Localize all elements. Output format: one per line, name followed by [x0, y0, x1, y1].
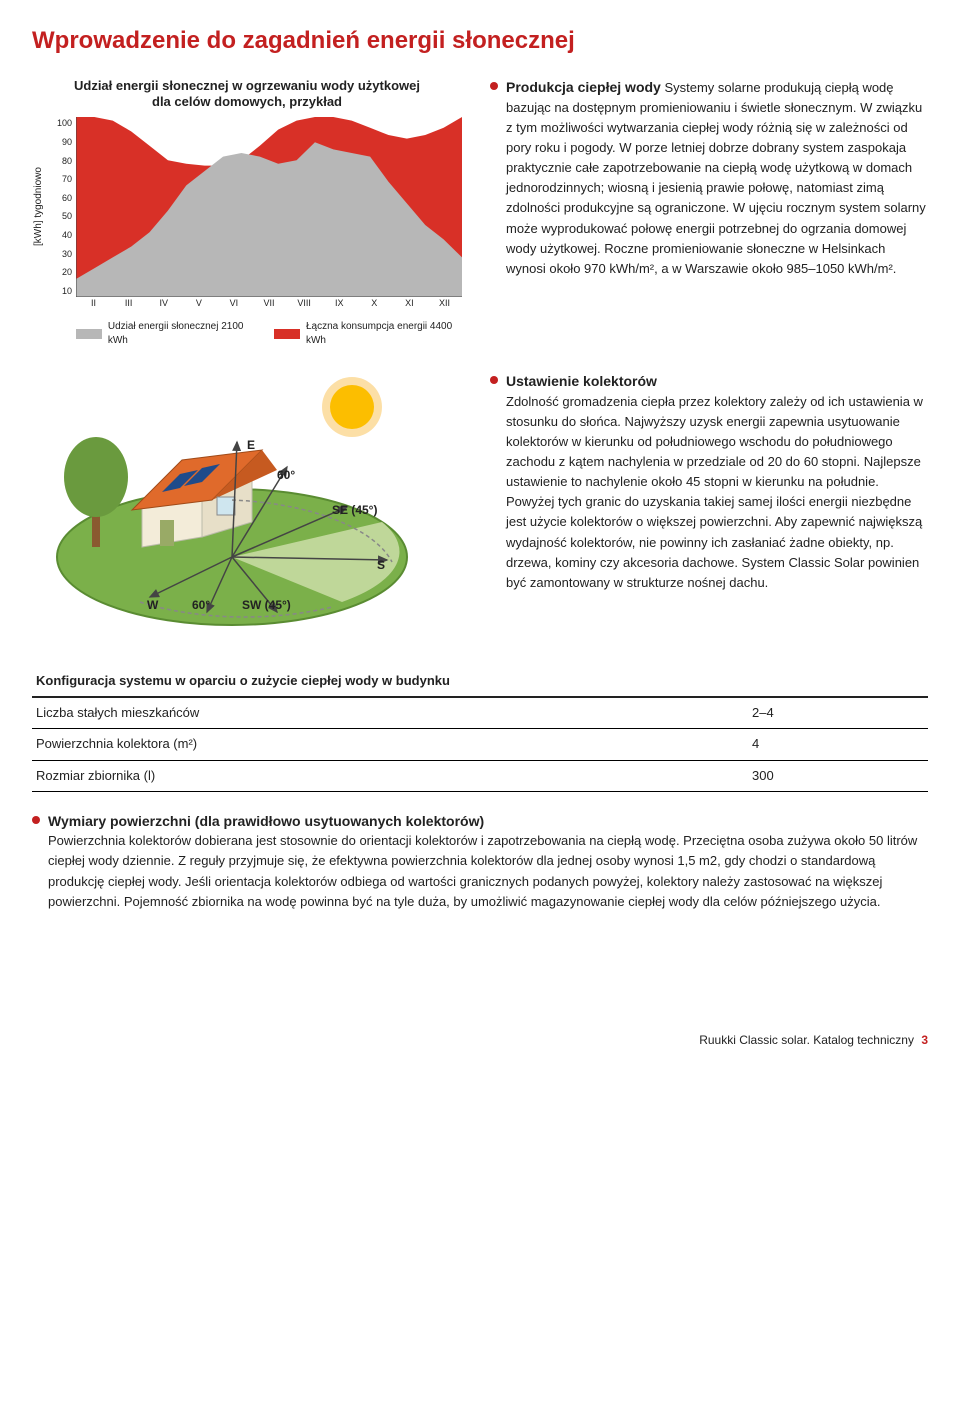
table-row: Powierzchnia kolektora (m²)4 — [32, 729, 928, 760]
config-table: Konfiguracja systemu w oparciu o zużycie… — [32, 666, 928, 792]
table-row: Liczba stałych mieszkańców2–4 — [32, 697, 928, 729]
diagram-label-sw: SW (45°) — [242, 597, 291, 614]
x-ticks: IIIIIIVVVIVIIVIIIIXXXIXII — [76, 297, 462, 310]
section-1-heading: Produkcja ciepłej wody — [506, 79, 661, 95]
chart-legend: Udział energii słonecznej 2100 kWhŁączna… — [76, 320, 462, 348]
section-1-body: Systemy solarne produkują ciepłą wodę ba… — [506, 80, 926, 276]
footer-text: Ruukki Classic solar. Katalog techniczny — [699, 1033, 914, 1047]
chart-title: Udział energii słonecznej w ogrzewaniu w… — [32, 78, 462, 112]
footer-page: 3 — [921, 1033, 928, 1047]
diagram-label-e: E — [247, 437, 255, 454]
section-3-heading: Wymiary powierzchni (dla prawidłowo usyt… — [48, 813, 484, 829]
page-title: Wprowadzenie do zagadnień energii słonec… — [32, 24, 928, 58]
page-footer: Ruukki Classic solar. Katalog techniczny… — [32, 1032, 928, 1049]
bullet-icon — [490, 376, 498, 384]
diagram-label-60-1: 60° — [277, 467, 295, 484]
section-2-body: Zdolność gromadzenia ciepła przez kolekt… — [506, 394, 923, 590]
config-table-caption: Konfiguracja systemu w oparciu o zużycie… — [32, 666, 928, 697]
orientation-diagram: E 60° SE (45°) S W 60° SW (45°) — [32, 372, 462, 642]
section-3: Wymiary powierzchni (dla prawidłowo usyt… — [32, 812, 928, 912]
y-ticks: 100908070605040302010 — [50, 117, 72, 297]
y-axis-label: [kWh] tygodniowo — [32, 117, 46, 297]
section-1: Produkcja ciepłej wody Systemy solarne p… — [490, 78, 928, 279]
chart-title-l2: dla celów domowych, przykład — [152, 94, 342, 109]
section-2: Ustawienie kolektorów Zdolność gromadzen… — [490, 372, 928, 593]
diagram-label-60-2: 60° — [192, 597, 210, 614]
diagram-label-w: W — [147, 597, 158, 614]
chart-canvas — [76, 117, 462, 297]
bullet-icon — [490, 82, 498, 90]
section-3-body: Powierzchnia kolektorów dobierana jest s… — [48, 833, 917, 908]
chart-block: Udział energii słonecznej w ogrzewaniu w… — [32, 78, 462, 348]
table-row: Rozmiar zbiornika (l)300 — [32, 760, 928, 791]
chart-title-l1: Udział energii słonecznej w ogrzewaniu w… — [74, 78, 420, 93]
section-2-heading: Ustawienie kolektorów — [506, 373, 657, 389]
diagram-label-se: SE (45°) — [332, 502, 377, 519]
bullet-icon — [32, 816, 40, 824]
diagram-label-s: S — [377, 557, 385, 574]
